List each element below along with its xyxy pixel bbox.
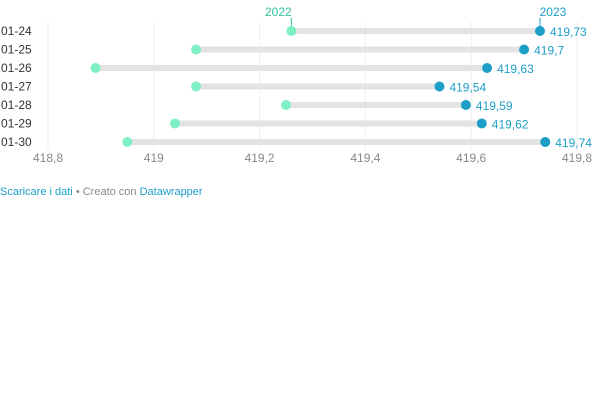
- category-label: 01-28: [1, 98, 32, 112]
- dot-2023: [534, 26, 545, 36]
- footer-separator: •: [72, 186, 83, 198]
- datawrapper-link[interactable]: Datawrapper: [139, 186, 203, 198]
- dot-2022: [191, 81, 202, 92]
- category-label: 01-25: [1, 43, 32, 57]
- category-label: 01-24: [1, 24, 32, 38]
- x-tick-label: 419,2: [245, 151, 275, 165]
- dot-2022: [281, 100, 292, 110]
- x-tick-label: 419,8: [562, 151, 592, 165]
- download-data-link[interactable]: Scaricare i dati: [0, 186, 73, 198]
- category-label: 01-30: [1, 135, 32, 149]
- dot-2023: [519, 44, 530, 55]
- dot-2023: [476, 118, 487, 129]
- value-label-2023: 419,73: [550, 25, 587, 39]
- x-tick-label: 418,8: [33, 151, 63, 165]
- dot-2023: [540, 137, 551, 147]
- legend-2022-label: 2022: [265, 5, 292, 19]
- created-with-text: Creato con: [82, 186, 140, 198]
- value-label-2023: 419,62: [492, 118, 529, 132]
- value-label-2023: 419,54: [449, 81, 486, 95]
- category-label: 01-26: [1, 61, 32, 75]
- category-label: 01-27: [1, 80, 32, 94]
- dot-range-chart: 418,8 419 419,2 419,4 419,6 419,8 2022 2023 01-2…: [1, 5, 592, 165]
- x-tick-label: 419,6: [456, 151, 486, 165]
- value-label-2023: 419,59: [476, 99, 513, 113]
- dot-2022: [191, 44, 202, 55]
- legend-2023-label: 2023: [540, 5, 567, 19]
- dot-2023: [434, 81, 445, 92]
- dot-2023: [482, 63, 493, 73]
- dot-2022: [122, 137, 133, 147]
- value-label-2023: 419,7: [534, 44, 564, 58]
- dot-2022: [90, 63, 101, 73]
- category-label: 01-29: [1, 117, 32, 131]
- dot-2022: [169, 118, 180, 129]
- x-tick-label: 419,4: [350, 151, 380, 165]
- dot-2022: [286, 26, 297, 36]
- chart-footer: Scaricare i dati • Creato con Datawrappe…: [0, 186, 203, 198]
- x-tick-label: 419: [144, 151, 164, 165]
- dot-2023: [460, 100, 471, 110]
- value-label-2023: 419,74: [555, 136, 592, 150]
- value-label-2023: 419,63: [497, 62, 534, 76]
